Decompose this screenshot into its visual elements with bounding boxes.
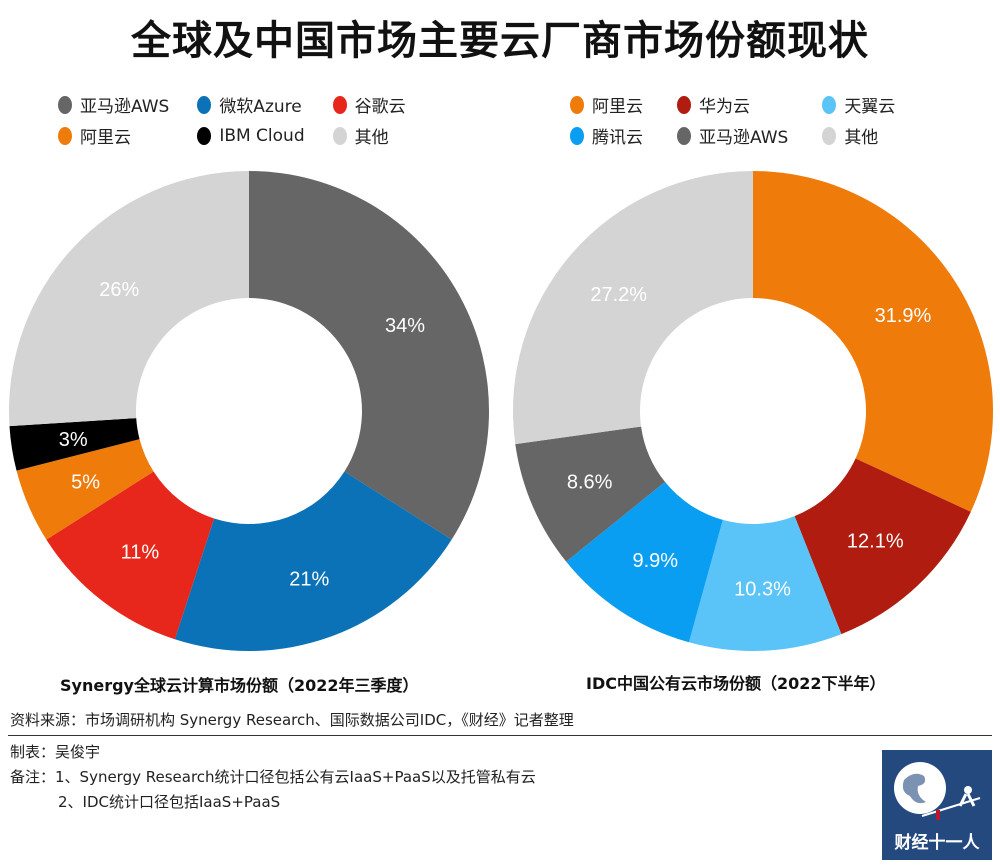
legend-label: 阿里云 [80,128,131,148]
legend-item: 天翼云 [822,92,895,117]
donut-slice [174,471,452,651]
donut-slice [16,439,154,540]
data-label: 10.3% [734,579,791,601]
legend-label: 其他 [844,128,879,148]
chart-title-global: Synergy全球云计算市场份额（2022年三季度） [60,676,419,695]
legend-label: 亚马逊AWS [699,128,789,148]
legend-item: 阿里云 [58,123,169,148]
donut-slice [688,516,842,651]
donut-slice [794,458,971,635]
globe-icon [894,762,981,820]
legend-swatch [677,126,691,145]
donut-slice [8,171,249,427]
legend-item: 微软Azure [197,92,304,117]
author-note: 制表：吴俊宇 [10,743,101,761]
legend-china: 阿里云 华为云 天翼云腾讯云 亚马逊AWS 其他 [570,92,895,148]
legend-label: 谷歌云 [354,97,406,117]
legend-swatch [58,126,72,145]
legend-label: 微软Azure [219,97,302,117]
legend-swatch [197,95,212,114]
legend-swatch [332,126,347,145]
donut-slice [513,171,753,445]
legend-item: 阿里云 [570,92,643,117]
data-label: 21% [289,568,329,590]
chart-title-china: IDC中国公有云市场份额（2022下半年） [586,674,886,693]
data-label: 11% [121,542,160,564]
legend-label: 天翼云 [844,97,896,117]
brand-logo: 财经十一人 [882,750,992,860]
data-label: 27.2% [590,284,647,306]
data-label: 31.9% [875,305,932,327]
legend-item: IBM Cloud [197,123,305,148]
legend-swatch [822,95,837,114]
legend-label: 其他 [354,128,389,148]
remark-2: 2、IDC统计口径包括IaaS+PaaS [58,793,281,811]
donut-slice [753,171,994,512]
data-label: 34% [385,315,425,337]
legend-swatch [677,95,691,114]
legend-swatch [570,126,584,145]
source-note: 资料来源：市场调研机构 Synergy Research、国际数据公司IDC，《… [10,711,574,729]
legend-item: 亚马逊AWS [58,92,169,117]
legend-item: 腾讯云 [570,123,643,148]
remark-1: 备注：1、Synergy Research统计口径包括公有云IaaS+PaaS以… [10,768,536,786]
legend-item: 其他 [332,123,406,148]
data-label: 8.6% [567,472,613,494]
legend-swatch [570,95,584,114]
legend-swatch [332,95,347,114]
data-label: 9.9% [632,550,678,572]
legend-swatch [822,126,837,145]
divider [8,735,992,736]
data-label: 12.1% [847,530,904,552]
legend-item: 华为云 [677,92,788,117]
data-label: 5% [71,472,100,494]
data-label: 26% [99,279,139,301]
donut-slice [566,481,723,643]
donut-slice [46,471,215,640]
legend-swatch [197,126,212,145]
donut-slice [515,426,666,562]
data-label: 3% [59,429,88,451]
legend-label: IBM Cloud [219,125,305,146]
donut-slice [9,418,140,471]
donut-slice [249,171,490,540]
legend-label: 亚马逊AWS [80,97,170,117]
page-title: 全球及中国市场主要云厂商市场份额现状 [131,18,869,64]
legend-global: 亚马逊AWS 微软Azure 谷歌云阿里云 IBM Cloud 其他 [58,92,406,148]
legend-item: 亚马逊AWS [677,123,788,148]
logo-text: 财经十一人 [894,833,980,853]
legend-label: 阿里云 [592,97,643,117]
legend-item: 谷歌云 [332,92,406,117]
legend-label: 华为云 [699,97,750,117]
legend-swatch [58,95,72,114]
legend-label: 腾讯云 [592,128,643,148]
legend-item: 其他 [822,123,895,148]
